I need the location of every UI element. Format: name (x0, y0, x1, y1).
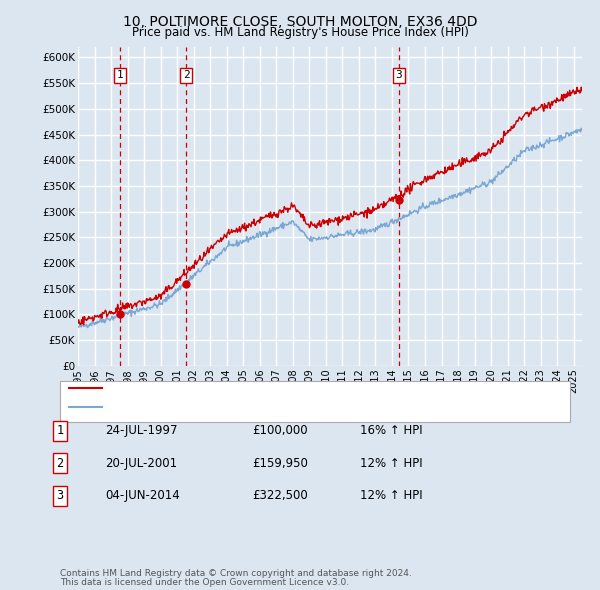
Text: 1: 1 (56, 424, 64, 437)
Text: 1: 1 (117, 70, 124, 80)
Text: Price paid vs. HM Land Registry's House Price Index (HPI): Price paid vs. HM Land Registry's House … (131, 26, 469, 39)
Text: 16% ↑ HPI: 16% ↑ HPI (360, 424, 422, 437)
Text: 2: 2 (183, 70, 190, 80)
Text: 3: 3 (56, 489, 64, 502)
Text: £322,500: £322,500 (252, 489, 308, 502)
Text: Contains HM Land Registry data © Crown copyright and database right 2024.: Contains HM Land Registry data © Crown c… (60, 569, 412, 578)
Text: 04-JUN-2014: 04-JUN-2014 (105, 489, 180, 502)
Text: 10, POLTIMORE CLOSE, SOUTH MOLTON, EX36 4DD: 10, POLTIMORE CLOSE, SOUTH MOLTON, EX36 … (123, 15, 477, 29)
Text: 12% ↑ HPI: 12% ↑ HPI (360, 457, 422, 470)
Text: 3: 3 (395, 70, 402, 80)
Text: 10, POLTIMORE CLOSE, SOUTH MOLTON, EX36 4DD (detached house): 10, POLTIMORE CLOSE, SOUTH MOLTON, EX36 … (109, 384, 469, 393)
Text: This data is licensed under the Open Government Licence v3.0.: This data is licensed under the Open Gov… (60, 578, 349, 587)
Text: £159,950: £159,950 (252, 457, 308, 470)
Text: £100,000: £100,000 (252, 424, 308, 437)
Text: HPI: Average price, detached house, North Devon: HPI: Average price, detached house, Nort… (109, 402, 368, 412)
Text: 2: 2 (56, 457, 64, 470)
Text: 12% ↑ HPI: 12% ↑ HPI (360, 489, 422, 502)
Text: 20-JUL-2001: 20-JUL-2001 (105, 457, 177, 470)
Text: 24-JUL-1997: 24-JUL-1997 (105, 424, 178, 437)
